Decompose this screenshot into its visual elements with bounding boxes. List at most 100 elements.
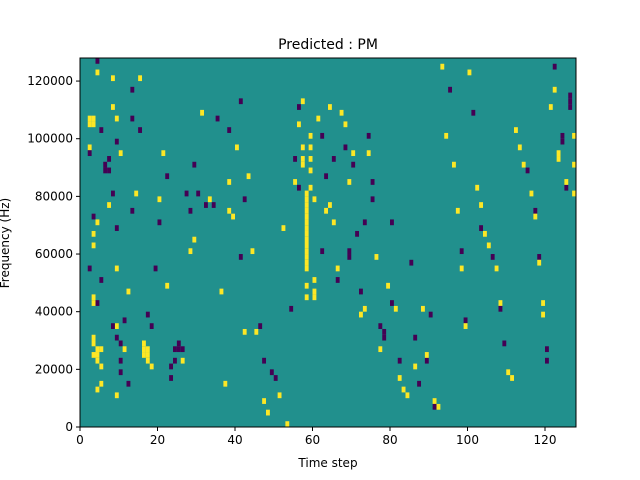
- heatmap-cell: [413, 363, 418, 370]
- heatmap-cell: [95, 346, 100, 353]
- heatmap-cell: [455, 207, 460, 214]
- heatmap-cell: [196, 190, 201, 197]
- heatmap-cell: [328, 104, 332, 110]
- x-axis-ticks: 0 20 40 60 80 100 120: [76, 427, 556, 447]
- heatmap-cell: [304, 236, 309, 243]
- heatmap-cell: [312, 277, 317, 283]
- heatmap-cell: [560, 132, 565, 139]
- heatmap-cell: [545, 357, 549, 364]
- heatmap-cell: [417, 380, 422, 387]
- heatmap-cell: [254, 328, 259, 335]
- heatmap-cell: [331, 219, 336, 226]
- heatmap-cell: [103, 161, 108, 168]
- heatmap-cell: [304, 242, 309, 249]
- heatmap-cell: [521, 161, 526, 168]
- heatmap-cell: [188, 207, 193, 214]
- heatmap-cell: [308, 167, 313, 174]
- x-tick-label: 20: [150, 433, 165, 447]
- heatmap-cell: [111, 104, 115, 110]
- heatmap-cell: [204, 202, 208, 208]
- heatmap-cell: [568, 92, 573, 99]
- heatmap-cell: [421, 305, 425, 312]
- heatmap-cell: [99, 363, 104, 370]
- heatmap-cell: [304, 254, 309, 260]
- heatmap-cell: [510, 375, 515, 381]
- chart-title: Predicted : PM: [278, 37, 378, 53]
- heatmap-cell: [192, 161, 197, 168]
- heatmap-cell: [366, 150, 371, 157]
- heatmap-cell: [91, 340, 96, 347]
- heatmap-cell: [514, 127, 518, 133]
- plot-area: [80, 58, 576, 427]
- heatmap-cell: [145, 352, 150, 358]
- heatmap-cell: [281, 225, 286, 231]
- heatmap-cell: [347, 254, 352, 260]
- heatmap-cell: [533, 207, 538, 214]
- heatmap-cell: [95, 219, 100, 226]
- heatmap-cell: [91, 213, 96, 220]
- heatmap-cell: [118, 340, 123, 347]
- heatmap-cell: [366, 132, 371, 139]
- heatmap-cell: [300, 156, 305, 162]
- heatmap-cell: [401, 386, 406, 393]
- y-tick-label: 80000: [35, 189, 73, 203]
- heatmap-cell: [142, 346, 146, 353]
- x-tick-label: 80: [382, 433, 397, 447]
- heatmap-cell: [339, 109, 344, 116]
- heatmap-cell: [444, 132, 449, 139]
- heatmap-cell: [91, 121, 96, 128]
- heatmap-cell: [227, 127, 232, 133]
- heatmap-cell: [498, 305, 503, 312]
- heatmap-cell: [111, 190, 115, 197]
- heatmap-cell: [223, 380, 228, 387]
- heatmap-cell: [180, 346, 185, 353]
- heatmap-cell: [91, 294, 96, 301]
- heatmap-cell: [293, 156, 298, 162]
- heatmap-cell: [362, 219, 367, 226]
- heatmap-cell: [200, 109, 205, 116]
- heatmap-cell: [304, 207, 309, 214]
- heatmap-cell: [118, 150, 123, 157]
- heatmap-cell: [126, 380, 131, 387]
- heatmap-cell: [87, 150, 92, 157]
- heatmap-cell: [432, 398, 437, 404]
- heatmap-cell: [173, 346, 177, 353]
- heatmap-cell: [359, 311, 363, 318]
- heatmap-cell: [490, 254, 495, 260]
- y-tick-label: 20000: [35, 362, 73, 376]
- heatmap-cell: [479, 202, 484, 208]
- heatmap-cell: [273, 375, 278, 381]
- y-tick-label: 40000: [35, 305, 73, 319]
- heatmap-cell: [87, 121, 92, 128]
- heatmap-cell: [297, 104, 301, 110]
- heatmap-cell: [502, 340, 507, 347]
- heatmap-cell: [304, 259, 309, 266]
- heatmap-cell: [211, 202, 216, 208]
- heatmap-cell: [114, 225, 119, 231]
- heatmap-cell: [227, 207, 232, 214]
- heatmap-cell: [393, 305, 398, 312]
- heatmap-cell: [114, 265, 119, 272]
- heatmap-cell: [130, 207, 135, 214]
- heatmap-cell: [122, 346, 127, 353]
- heatmap-cell: [382, 334, 387, 341]
- heatmap-cell: [114, 323, 119, 329]
- heatmap-cell: [541, 300, 546, 306]
- heatmap-cell: [347, 248, 352, 255]
- heatmap-cell: [459, 248, 464, 255]
- heatmap-cell: [452, 161, 456, 168]
- heatmap-cell: [564, 184, 569, 191]
- heatmap-cell: [335, 265, 340, 272]
- heatmap-cell: [440, 63, 445, 70]
- y-tick-label: 100000: [27, 132, 73, 146]
- heatmap-cell: [87, 115, 92, 122]
- heatmap-cell: [556, 150, 561, 157]
- heatmap-cell: [91, 352, 96, 358]
- heatmap-cell: [138, 75, 143, 82]
- heatmap-cell: [285, 421, 290, 427]
- heatmap-cell: [312, 196, 317, 203]
- heatmap-cell: [304, 219, 309, 226]
- heatmap-cell: [568, 104, 573, 110]
- heatmap-cell: [118, 357, 123, 364]
- heatmap-cell: [316, 115, 321, 122]
